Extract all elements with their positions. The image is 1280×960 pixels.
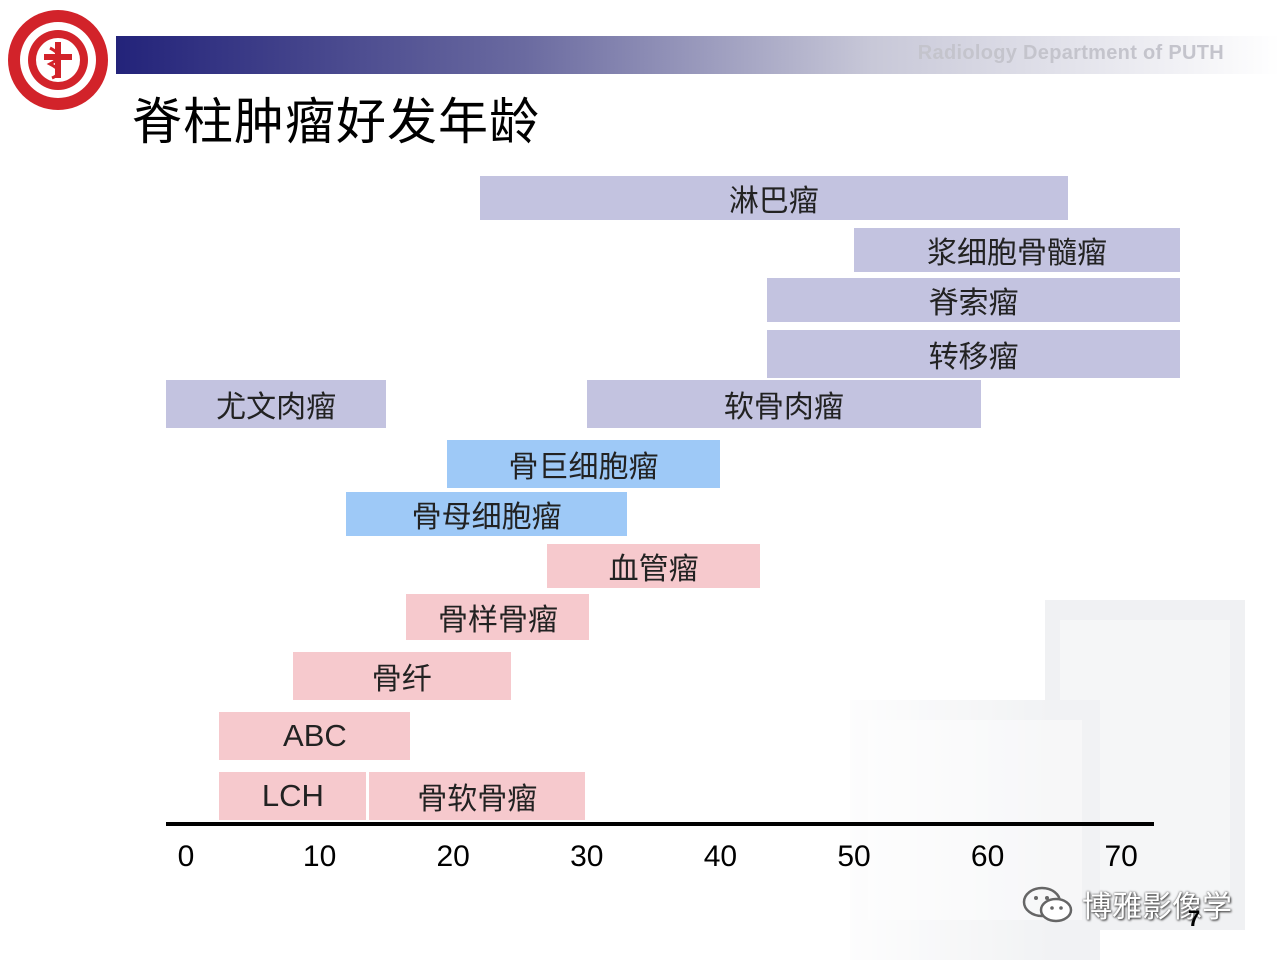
range-bar-label: 尤文肉瘤 — [216, 390, 337, 425]
watermark: 博雅影像学 — [1020, 882, 1232, 926]
range-bar-12: LCH — [219, 772, 367, 820]
x-tick-label: 0 — [177, 840, 195, 873]
range-bar-label: 脊索瘤 — [928, 286, 1019, 321]
range-bar-8: 血管瘤 — [546, 544, 761, 588]
x-axis-line — [166, 822, 1154, 826]
watermark-text: 博雅影像学 — [1082, 890, 1232, 925]
range-bar-label: 骨纤 — [371, 662, 432, 697]
x-tick-label: 40 — [703, 840, 738, 873]
range-bar-label: ABC — [283, 718, 347, 753]
wechat-icon — [1022, 886, 1073, 923]
background-monitor-image — [820, 580, 1280, 960]
range-bar-3: 转移瘤 — [767, 330, 1180, 378]
range-bar-label: 转移瘤 — [928, 340, 1019, 375]
range-bar-5: 软骨肉瘤 — [586, 380, 981, 428]
header-bar — [116, 36, 1280, 74]
range-bar-9: 骨样骨瘤 — [406, 594, 590, 640]
page-number: 7 — [1188, 906, 1201, 931]
x-tick-label: 70 — [1104, 840, 1138, 873]
range-bar-label: 血管瘤 — [608, 552, 699, 587]
range-bar-label: 软骨肉瘤 — [723, 390, 844, 425]
range-bar-label: 骨样骨瘤 — [437, 603, 558, 638]
range-bar-13: 骨软骨瘤 — [369, 772, 586, 820]
x-tick-label: 60 — [970, 840, 1005, 873]
range-bar-label: LCH — [261, 778, 324, 813]
page-title: 脊柱肿瘤好发年龄 — [132, 93, 540, 151]
range-bar-0: 淋巴瘤 — [479, 176, 1068, 220]
range-bar-label: 骨软骨瘤 — [417, 782, 538, 817]
range-bar-label: 浆细胞骨髓瘤 — [927, 236, 1107, 271]
x-tick-label: 30 — [570, 840, 604, 873]
range-bar-label: 骨母细胞瘤 — [411, 500, 562, 535]
range-bar-10: 骨纤 — [292, 652, 511, 700]
department-label: Radiology Department of PUTH — [917, 42, 1224, 64]
x-tick-label: 50 — [837, 840, 871, 873]
range-bar-4: 尤文肉瘤 — [165, 380, 387, 428]
range-bar-1: 浆细胞骨髓瘤 — [854, 228, 1180, 272]
x-tick-label: 10 — [302, 840, 337, 873]
range-bar-11: ABC — [219, 712, 411, 760]
x-tick-label: 20 — [436, 840, 470, 873]
range-bar-label: 骨巨细胞瘤 — [508, 450, 659, 485]
range-bar-7: 骨母细胞瘤 — [346, 492, 627, 536]
range-bar-6: 骨巨细胞瘤 — [446, 440, 721, 488]
hospital-logo — [8, 10, 108, 110]
range-bar-2: 脊索瘤 — [767, 278, 1180, 322]
range-bar-label: 淋巴瘤 — [728, 184, 819, 219]
